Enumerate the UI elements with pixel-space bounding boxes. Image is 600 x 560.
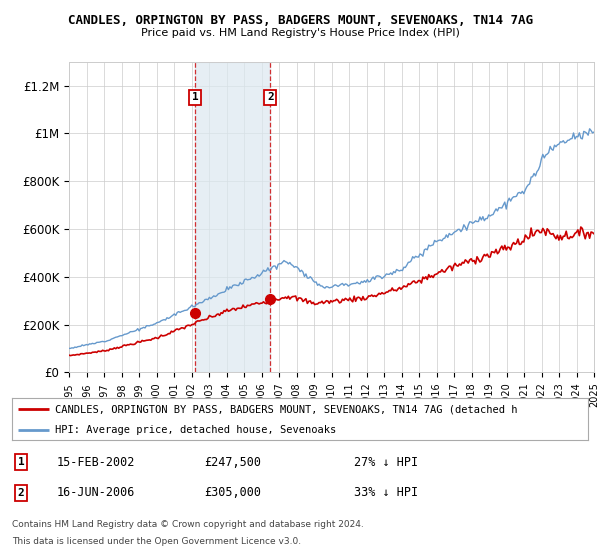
Text: HPI: Average price, detached house, Sevenoaks: HPI: Average price, detached house, Seve… [55, 426, 337, 435]
Text: 15-FEB-2002: 15-FEB-2002 [57, 455, 136, 469]
Text: CANDLES, ORPINGTON BY PASS, BADGERS MOUNT, SEVENOAKS, TN14 7AG (detached h: CANDLES, ORPINGTON BY PASS, BADGERS MOUN… [55, 404, 518, 414]
Bar [195, 62, 270, 372]
Text: 33% ↓ HPI: 33% ↓ HPI [354, 486, 418, 500]
Text: £305,000: £305,000 [204, 486, 261, 500]
Text: 2: 2 [267, 92, 274, 102]
Text: Price paid vs. HM Land Registry's House Price Index (HPI): Price paid vs. HM Land Registry's House … [140, 28, 460, 38]
Text: CANDLES, ORPINGTON BY PASS, BADGERS MOUNT, SEVENOAKS, TN14 7AG: CANDLES, ORPINGTON BY PASS, BADGERS MOUN… [67, 14, 533, 27]
Text: 27% ↓ HPI: 27% ↓ HPI [354, 455, 418, 469]
Text: 1: 1 [17, 457, 25, 467]
Text: 16-JUN-2006: 16-JUN-2006 [57, 486, 136, 500]
Text: 2: 2 [17, 488, 25, 498]
Text: £247,500: £247,500 [204, 455, 261, 469]
Text: 1: 1 [191, 92, 199, 102]
Text: This data is licensed under the Open Government Licence v3.0.: This data is licensed under the Open Gov… [12, 537, 301, 546]
Text: Contains HM Land Registry data © Crown copyright and database right 2024.: Contains HM Land Registry data © Crown c… [12, 520, 364, 529]
